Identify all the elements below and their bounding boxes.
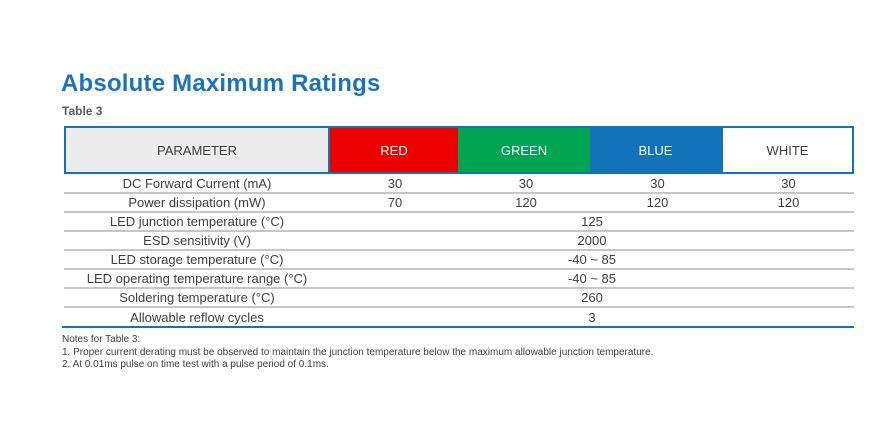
column-header-green: GREEN <box>458 128 590 172</box>
parameter-cell: DC Forward Current (mA) <box>122 175 272 191</box>
table-body: DC Forward Current (mA) 30 30 30 30 Powe… <box>64 174 854 326</box>
notes-section: Notes for Table 3: 1. Proper current der… <box>62 334 852 371</box>
value-cell-white: 120 <box>723 192 854 212</box>
parameter-cell: LED operating temperature range (°C) <box>64 268 330 288</box>
parameter-cell: Power dissipation (mW) <box>64 192 330 212</box>
parameter-cell: Allowable reflow cycles <box>64 306 330 326</box>
value-cell-blue: 120 <box>592 192 723 212</box>
absolute-maximum-ratings-table: PARAMETER RED GREEN BLUE WHITE DC Forwar… <box>62 126 854 328</box>
merged-value-cell: -40 ~ 85 <box>330 249 854 269</box>
table-label: Table 3 <box>62 104 103 118</box>
parameter-cell: ESD sensitivity (V) <box>64 230 330 250</box>
value-cell-blue: 30 <box>650 175 665 191</box>
table-row: DC Forward Current (mA) 30 30 30 30 <box>64 174 854 193</box>
value-cell-red: 30 <box>387 175 403 191</box>
table-row: LED storage temperature (°C) -40 ~ 85 <box>64 249 854 269</box>
table-header-row: PARAMETER RED GREEN BLUE WHITE <box>64 126 854 174</box>
table-row: Power dissipation (mW) 70 120 120 120 <box>64 192 854 212</box>
value-cell-white: 30 <box>781 175 796 191</box>
notes-heading: Notes for Table 3: <box>62 334 141 345</box>
merged-value-cell: -40 ~ 85 <box>330 268 854 288</box>
column-header-red: RED <box>330 128 458 172</box>
parameter-cell: LED junction temperature (°C) <box>64 211 330 231</box>
merged-value-cell: 2000 <box>330 230 854 250</box>
merged-value-cell: 260 <box>330 287 854 307</box>
parameter-cell: Soldering temperature (°C) <box>64 287 330 307</box>
table-row: ESD sensitivity (V) 2000 <box>64 230 854 250</box>
merged-value-cell: 3 <box>330 306 854 326</box>
note-item: 2. At 0.01ms pulse on time test with a p… <box>62 359 329 370</box>
column-header-parameter: PARAMETER <box>66 128 330 172</box>
parameter-cell: LED storage temperature (°C) <box>64 249 330 269</box>
table-row: LED operating temperature range (°C) -40… <box>64 268 854 288</box>
table-row: Soldering temperature (°C) 260 <box>64 287 854 307</box>
table-bottom-rule <box>62 326 854 328</box>
table-row: Allowable reflow cycles 3 <box>64 306 854 326</box>
column-header-white: WHITE <box>721 128 852 172</box>
merged-value-cell: 125 <box>330 211 854 231</box>
column-header-blue: BLUE <box>590 128 721 172</box>
table-row: LED junction temperature (°C) 125 <box>64 211 854 231</box>
value-cell-red: 70 <box>330 192 460 212</box>
value-cell-green: 120 <box>460 192 592 212</box>
note-item: 1. Proper current derating must be obser… <box>62 346 654 358</box>
page-title: Absolute Maximum Ratings <box>61 70 381 97</box>
value-cell-green: 30 <box>518 175 534 191</box>
